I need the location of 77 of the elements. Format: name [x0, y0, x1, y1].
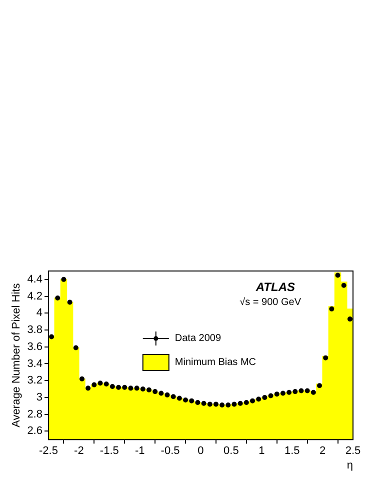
point	[323, 355, 328, 360]
point	[164, 392, 170, 398]
point	[92, 382, 97, 388]
point	[250, 398, 256, 404]
y-tick-label: 4	[36, 307, 42, 320]
point	[347, 316, 352, 322]
point	[152, 389, 158, 394]
point	[207, 402, 212, 407]
point	[335, 272, 340, 278]
x-tick-label: 2.5	[345, 445, 361, 458]
y-tick-label: 3.4	[27, 358, 42, 370]
point	[67, 300, 72, 305]
annotation: ATLAS	[254, 280, 295, 294]
point	[256, 396, 262, 402]
legend-label: Minimum Bias MC	[174, 357, 256, 368]
y-tick-label: 2.6	[27, 425, 42, 438]
point	[220, 402, 225, 408]
x-tick-label: 0.5	[224, 445, 239, 458]
x-tick-label: 2	[319, 445, 326, 458]
point	[226, 402, 231, 408]
point	[140, 386, 146, 392]
x-axis-title: η	[346, 459, 353, 472]
x-tick-label: 1.5	[284, 445, 300, 458]
y-tick-label: 3.6	[27, 340, 42, 353]
x-tick-label: 1	[258, 445, 265, 458]
point	[213, 402, 218, 407]
y-tick-label: 3.2	[27, 374, 42, 387]
annotation: √s = 900 GeV	[240, 297, 302, 308]
point	[329, 306, 334, 312]
x-tick-label: -0.5	[160, 445, 180, 458]
point	[146, 387, 152, 392]
x-tick-label: -1.5	[100, 445, 119, 458]
point	[104, 381, 109, 386]
point	[49, 334, 54, 340]
point	[128, 386, 134, 391]
point	[195, 400, 200, 406]
point	[170, 394, 176, 400]
point	[79, 376, 84, 382]
point	[238, 400, 243, 406]
point	[158, 390, 164, 396]
point	[134, 386, 140, 391]
point	[262, 394, 268, 400]
point	[232, 402, 237, 407]
y-tick-label: 3.8	[27, 324, 42, 336]
point	[61, 276, 66, 282]
point	[298, 388, 304, 394]
point	[286, 390, 292, 395]
point	[201, 400, 206, 406]
point	[73, 345, 78, 350]
point	[268, 393, 274, 398]
point	[86, 386, 91, 391]
x-tick-label: -1	[134, 445, 145, 458]
y-tick-label: 4.2	[27, 290, 42, 302]
x-tick-label: -2.5	[39, 445, 58, 458]
point	[122, 384, 128, 390]
point	[183, 397, 188, 402]
point	[244, 400, 249, 406]
point	[292, 389, 298, 394]
point	[317, 383, 322, 388]
point	[280, 390, 286, 396]
point	[55, 295, 60, 300]
point	[116, 384, 122, 390]
y-tick-label: 2.8	[27, 408, 42, 420]
y-axis-title: Average Number of Pixel Hits	[10, 282, 23, 428]
point	[304, 388, 310, 394]
y-tick-label: 4.4	[27, 273, 42, 286]
y-tick-label: 3	[36, 391, 42, 404]
point	[310, 390, 316, 395]
legend-label: Data 2009	[174, 333, 222, 344]
x-tick-label: 0	[198, 445, 204, 458]
point	[189, 398, 194, 404]
x-tick-label: -2	[74, 445, 84, 458]
point	[341, 282, 346, 288]
point	[98, 380, 103, 386]
point	[110, 384, 115, 389]
point	[274, 392, 280, 397]
point	[176, 396, 182, 401]
